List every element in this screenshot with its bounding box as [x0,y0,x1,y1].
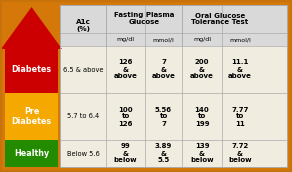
Text: A1c
(%): A1c (%) [76,19,91,32]
Bar [5,93,58,140]
Text: 5.7 to 6.4: 5.7 to 6.4 [67,114,99,120]
Text: 7.77
to
11: 7.77 to 11 [231,106,249,126]
Text: mg/dl: mg/dl [193,37,211,42]
Bar [5,46,58,93]
Text: 126
&
above: 126 & above [114,60,138,79]
Text: 3.89
&
5.5: 3.89 & 5.5 [155,143,172,164]
Text: Pre
Diabetes: Pre Diabetes [11,107,52,126]
Text: Fasting Plasma
Glucose: Fasting Plasma Glucose [114,13,174,25]
Text: mg/dl: mg/dl [117,37,135,42]
Text: 6.5 & above: 6.5 & above [63,67,103,73]
Text: 99
&
below: 99 & below [114,143,137,164]
Text: 7.72
&
below: 7.72 & below [228,143,252,164]
Text: 100
to
126: 100 to 126 [118,106,133,126]
Bar [5,140,58,167]
Polygon shape [1,7,62,167]
Text: Diabetes: Diabetes [11,65,52,74]
Text: 140
to
199: 140 to 199 [195,106,209,126]
Bar [60,5,287,167]
Text: Healthy: Healthy [14,149,49,158]
Text: 139
&
below: 139 & below [190,143,214,164]
Bar [60,33,287,46]
Bar [60,5,287,167]
Text: mmol/l: mmol/l [153,37,174,42]
Text: Oral Glucose
Tolerance Test: Oral Glucose Tolerance Test [191,13,248,25]
Bar [60,5,287,33]
Text: Below 5.6: Below 5.6 [67,150,99,157]
Text: 5.56
to
7: 5.56 to 7 [155,106,172,126]
Text: 7
&
above: 7 & above [152,60,175,79]
Text: 11.1
&
above: 11.1 & above [228,60,252,79]
Text: mmol/l: mmol/l [229,37,251,42]
Text: 200
&
above: 200 & above [190,60,214,79]
